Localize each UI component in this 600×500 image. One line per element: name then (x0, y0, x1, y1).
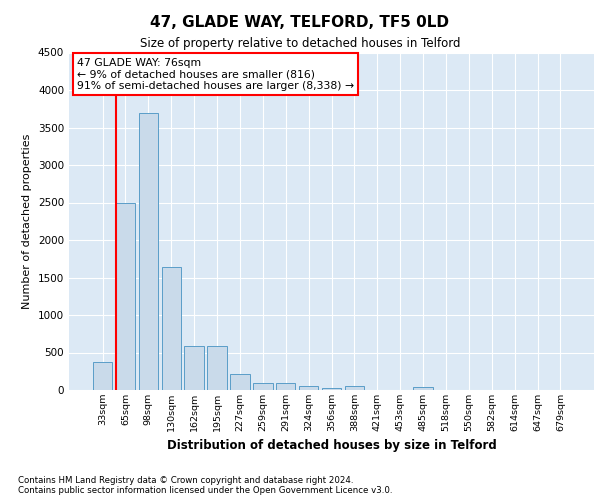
Bar (344, 386, 364, 390)
Bar (161, 267, 181, 390)
Text: 47 GLADE WAY: 76sqm
← 9% of detached houses are smaller (816)
91% of semi-detach: 47 GLADE WAY: 76sqm ← 9% of detached hou… (77, 58, 354, 91)
Bar (299, 386, 319, 390)
Bar (116, 202, 135, 390)
Bar (93, 362, 112, 390)
Text: 47, GLADE WAY, TELFORD, TF5 0LD: 47, GLADE WAY, TELFORD, TF5 0LD (151, 15, 449, 30)
Bar (413, 387, 433, 390)
Bar (253, 382, 272, 390)
X-axis label: Distribution of detached houses by size in Telford: Distribution of detached houses by size … (167, 440, 496, 452)
Bar (276, 383, 295, 390)
Y-axis label: Number of detached properties: Number of detached properties (22, 134, 32, 309)
Bar (322, 388, 341, 390)
Bar (208, 346, 227, 390)
Text: Contains HM Land Registry data © Crown copyright and database right 2024.
Contai: Contains HM Land Registry data © Crown c… (18, 476, 392, 495)
Bar (139, 112, 158, 390)
Bar (230, 374, 250, 390)
Bar (184, 346, 204, 390)
Text: Size of property relative to detached houses in Telford: Size of property relative to detached ho… (140, 38, 460, 51)
